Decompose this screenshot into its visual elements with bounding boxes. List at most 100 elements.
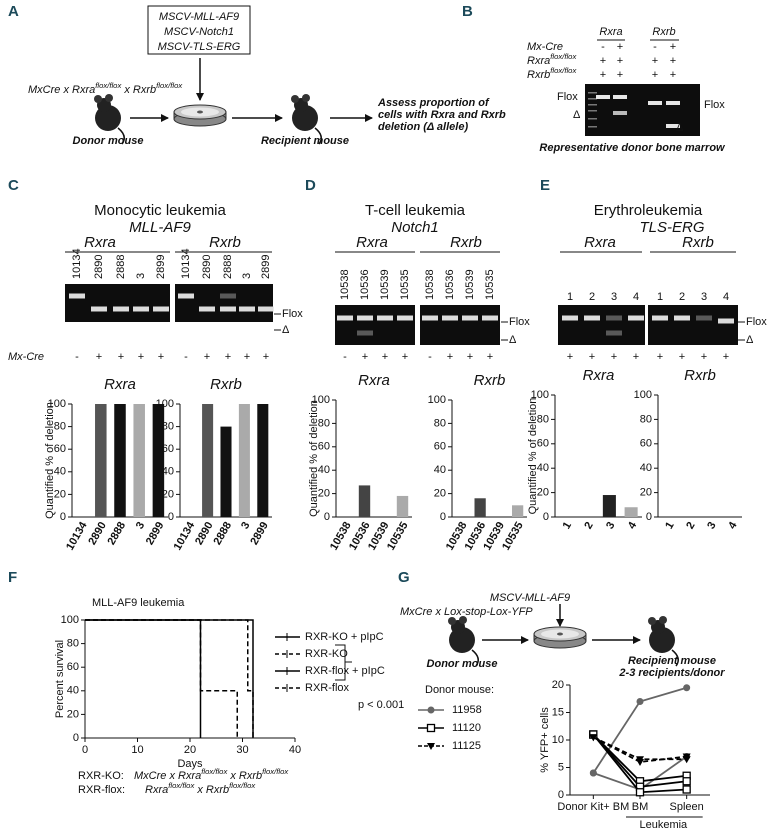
x-tick-label: 2888 <box>211 520 234 547</box>
y-tick-label: 100 <box>156 398 174 410</box>
allele-label: Δ <box>676 122 684 134</box>
gene-header: Rxrb <box>209 234 241 251</box>
x-tick-label: 2890 <box>86 520 109 547</box>
gel-image <box>65 284 170 322</box>
legend-marker <box>427 743 435 750</box>
genotype-sign: - <box>343 351 347 363</box>
data-point <box>635 788 645 797</box>
gel-band <box>674 315 690 321</box>
data-point <box>683 684 691 692</box>
x-tick-label: 40 <box>289 744 301 756</box>
mouse-ear <box>94 95 102 103</box>
gel-band <box>397 315 413 321</box>
genotype-text: Rxraflox/flox x Rxrbflox/flox <box>145 781 256 796</box>
x-tick-label: 0 <box>82 744 88 756</box>
text-part: Rxrb <box>527 69 550 81</box>
text-part: Rxra <box>527 55 550 67</box>
x-tick-label: 20 <box>184 744 196 756</box>
mouse-icon <box>648 616 679 667</box>
mouse-ear <box>659 616 667 624</box>
ladder-band <box>588 126 597 128</box>
allele-label: Δ <box>573 109 581 121</box>
x-tick-label: 2890 <box>193 520 216 547</box>
y-tick-label: 20 <box>537 487 549 499</box>
genotype-sign: + <box>670 55 676 67</box>
allele-label: Δ <box>509 334 517 346</box>
label: 2-3 recipients/donor <box>618 667 725 679</box>
lane-label: 2899 <box>260 255 272 279</box>
gel-band <box>377 315 393 321</box>
gel-band <box>178 293 194 299</box>
gel-band <box>337 315 353 321</box>
text-part: flox/flox <box>201 767 228 776</box>
bar <box>114 404 126 517</box>
lane-label: 10134 <box>180 248 192 279</box>
gel-band <box>462 315 478 321</box>
y-tick-label: 15 <box>552 706 564 718</box>
bar <box>238 404 250 517</box>
allele-label: Δ <box>282 324 290 336</box>
cross-text: MxCre x Lox-stop-Lox-YFP <box>400 606 533 618</box>
gel-band <box>91 306 107 312</box>
genotype-sign: - <box>653 41 657 53</box>
allele-label: Flox <box>509 316 530 328</box>
y-tick-label: 60 <box>318 441 330 453</box>
bar <box>602 495 616 517</box>
genotype-text: MxCre x Rxraflox/flox x Rxrbflox/flox <box>134 767 289 782</box>
mouse-tail <box>471 649 479 667</box>
allele-label: Δ <box>746 334 754 346</box>
gel-band <box>562 315 578 321</box>
genotype-sign: + <box>723 351 729 363</box>
x-tick-label: 4 <box>626 519 640 531</box>
bar <box>474 498 486 517</box>
x-tick-label: 3 <box>134 520 147 531</box>
panel-label: A <box>8 3 19 20</box>
text-part: flox/flox <box>550 66 577 75</box>
x-tick-label: 1 <box>663 520 676 531</box>
gel-band <box>357 315 373 321</box>
gel-band <box>442 315 458 321</box>
gel-band <box>606 330 622 336</box>
gene-header: Rxrb <box>682 234 714 251</box>
lane-label: 4 <box>633 291 639 303</box>
label: Donor mouse <box>427 658 498 670</box>
y-tick-label: 20 <box>552 679 564 691</box>
gel-image <box>558 305 645 345</box>
lane-label: 3 <box>611 291 617 303</box>
chart-title: Rxrb <box>684 367 716 384</box>
bar <box>257 404 269 517</box>
text-part: x Rxrb <box>194 784 229 796</box>
lane-label: 3 <box>701 291 707 303</box>
genotype-sign: + <box>589 351 595 363</box>
mouse-icon <box>94 94 125 145</box>
dish-cells <box>197 110 203 114</box>
panel-title: Erythroleukemia <box>594 202 703 219</box>
genotype-sign: + <box>617 55 623 67</box>
genotype-sign: + <box>118 351 124 363</box>
gel-band <box>113 306 129 312</box>
legend-marker <box>427 706 435 714</box>
y-tick-label: 20 <box>318 488 330 500</box>
y-tick-label: 0 <box>558 789 564 801</box>
note-label: RXR-KO: <box>78 770 124 782</box>
group-label: Leukemia <box>639 819 688 831</box>
y-tick-label: 80 <box>318 417 330 429</box>
y-tick-label: 80 <box>162 421 174 433</box>
y-tick-label: 20 <box>434 488 446 500</box>
lane-label: 10538 <box>339 269 351 300</box>
lane-label: 3 <box>241 273 253 279</box>
gel-band <box>613 95 627 99</box>
ladder-band <box>588 98 597 100</box>
y-tick-label: 100 <box>312 394 330 406</box>
ladder-band <box>588 110 597 112</box>
y-tick-label: 40 <box>162 466 174 478</box>
gel-image <box>420 305 500 345</box>
label: Recipient mouse <box>628 655 716 667</box>
y-tick-label: 100 <box>531 389 549 401</box>
x-tick-label: 3 <box>604 520 617 531</box>
vector-box <box>147 5 251 55</box>
genotype-sign: + <box>611 351 617 363</box>
y-tick-label: 100 <box>61 614 79 626</box>
gel-band <box>153 306 169 312</box>
column-header: Rxrb <box>652 26 675 38</box>
